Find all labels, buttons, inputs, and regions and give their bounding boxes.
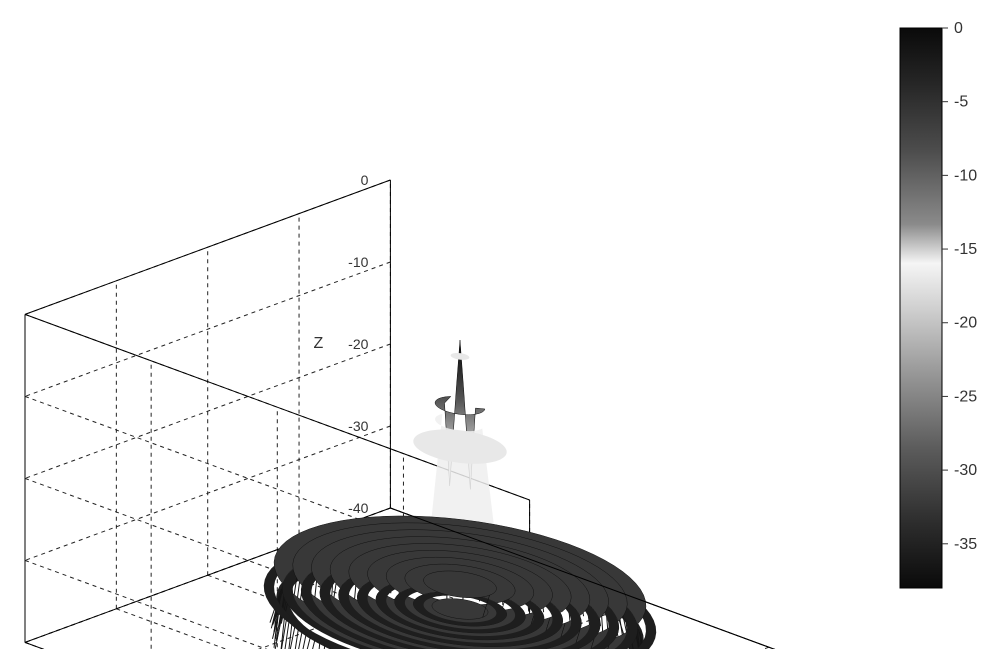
svg-text:-15: -15 [954,241,977,258]
svg-text:-10: -10 [954,167,977,184]
svg-text:-25: -25 [954,388,977,405]
svg-text:Z: Z [314,335,324,352]
svg-text:-20: -20 [348,336,368,352]
3d-surface-plot: 0-10-20-30-40Z-200-1000100200X2001000-10… [0,0,1000,649]
chart-container: 0-10-20-30-40Z-200-1000100200X2001000-10… [0,0,1000,649]
colorbar [900,28,942,588]
svg-text:-10: -10 [348,254,368,270]
svg-text:-30: -30 [348,418,368,434]
svg-text:-5: -5 [954,94,968,111]
svg-text:-40: -40 [348,500,368,516]
svg-text:-20: -20 [954,315,977,332]
svg-text:-30: -30 [954,462,977,479]
svg-text:0: 0 [954,20,963,37]
svg-text:0: 0 [361,172,369,188]
svg-text:-35: -35 [954,536,977,553]
